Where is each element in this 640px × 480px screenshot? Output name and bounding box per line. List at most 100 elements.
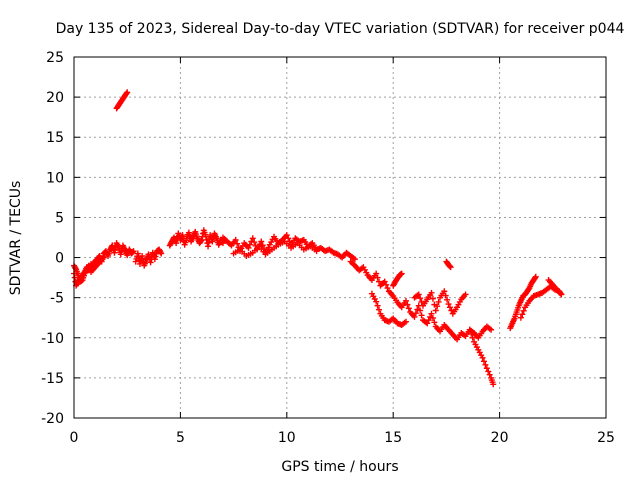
data-point-arc-l — [483, 365, 490, 372]
data-point-arc-l — [486, 371, 493, 378]
data-point-arc-j — [435, 298, 442, 305]
data-point-arc-l — [482, 361, 489, 368]
data-point-arc-c — [139, 252, 146, 259]
x-tick-label: 20 — [491, 430, 509, 446]
data-point-arc-g — [384, 285, 391, 292]
data-point-arc-m — [123, 90, 130, 97]
x-tick-label: 0 — [70, 430, 79, 446]
data-point-arc-l — [468, 330, 475, 337]
y-tick-label: -20 — [41, 411, 64, 427]
data-point-arc-e — [249, 235, 256, 242]
y-tick-label: 0 — [55, 251, 64, 267]
data-point-arc-k — [446, 263, 453, 270]
data-point-arc-g — [429, 314, 436, 321]
data-point-arc-d — [205, 239, 212, 246]
data-point-arc-g — [402, 297, 409, 304]
data-point-arc-c — [134, 250, 141, 257]
chart-title: Day 135 of 2023, Sidereal Day-to-day VTE… — [56, 21, 625, 37]
data-point-arc-j — [444, 296, 451, 303]
data-point-arc-d — [197, 237, 204, 244]
data-point-arc-g — [428, 310, 435, 317]
data-point-arc-g — [417, 307, 424, 314]
data-point-arc-g — [424, 320, 431, 327]
data-point-arc-c — [158, 250, 165, 257]
data-point-arc-g — [374, 274, 381, 281]
data-point-arc-d — [173, 240, 180, 247]
data-point-arc-a — [130, 248, 137, 255]
data-point-arc-j — [442, 292, 449, 299]
data-point-arc-g — [427, 313, 434, 320]
data-point-arc-l — [485, 368, 492, 375]
x-tick-label: 5 — [176, 430, 185, 446]
data-point-arc-a — [117, 251, 124, 258]
data-point-arc-e — [258, 238, 265, 245]
data-point-arc-g — [414, 306, 421, 313]
data-point-arc-c — [147, 259, 154, 266]
y-tick-label: -15 — [41, 371, 64, 387]
x-tick-label: 15 — [384, 430, 402, 446]
data-point-arc-e — [245, 244, 252, 251]
data-point-arc-j — [415, 291, 422, 298]
y-axis-label: SDTVAR / TECUs — [8, 181, 24, 296]
data-point-arc-j — [434, 303, 441, 310]
data-point-arc-e — [251, 239, 258, 246]
data-point-arc-e — [285, 235, 292, 242]
data-point-arc-i — [398, 270, 405, 277]
y-tick-label: -5 — [50, 291, 64, 307]
data-point-arc-g — [412, 310, 419, 317]
y-tick-label: 10 — [46, 170, 64, 186]
plot-frame — [73, 56, 607, 419]
data-point-arc-a — [129, 248, 136, 255]
y-tick-label: -10 — [41, 331, 64, 347]
data-point-arc-g — [381, 278, 388, 285]
data-point-arc-j — [445, 301, 452, 308]
data-point-arc-d — [185, 229, 192, 236]
data-point-arc-e — [232, 236, 239, 243]
data-point-arc-n — [532, 273, 539, 280]
data-point-arc-j — [429, 295, 436, 302]
data-point-arc-d — [179, 232, 186, 239]
data-point-arc-m — [124, 89, 131, 96]
data-point-arc-e — [259, 242, 266, 249]
y-tick-label: 20 — [46, 90, 64, 106]
y-tick-label: 5 — [55, 210, 64, 226]
data-point-arc-d — [205, 243, 212, 250]
data-point-arc-e — [351, 256, 358, 263]
data-point-arc-g — [383, 281, 390, 288]
data-point-arc-g — [373, 270, 380, 277]
data-point-arc-g — [411, 313, 418, 320]
data-point-arc-b — [100, 254, 107, 261]
data-point-arc-o — [517, 314, 524, 321]
data-point-arc-l — [479, 354, 486, 361]
data-point-arc-l — [469, 334, 476, 341]
data-point-arc-j — [432, 307, 439, 314]
data-point-arc-g — [431, 319, 438, 326]
data-point-arc-l — [480, 358, 487, 365]
data-point-arc-o — [519, 311, 526, 318]
data-point-arc-d — [219, 240, 226, 247]
data-point-arc-f — [313, 248, 320, 255]
data-point-arc-g — [425, 317, 432, 324]
y-tick-label: 15 — [46, 130, 64, 146]
x-tick-label: 25 — [597, 430, 615, 446]
data-point-arc-j — [448, 307, 455, 314]
data-point-arc-j — [462, 291, 469, 298]
data-point-arc-h — [373, 298, 380, 305]
data-point-arc-j — [417, 295, 424, 302]
data-point-arc-j — [441, 288, 448, 295]
x-tick-label: 10 — [278, 430, 296, 446]
data-point-arc-h — [402, 318, 409, 325]
data-point-arc-h — [376, 306, 383, 313]
x-axis-label: GPS time / hours — [281, 459, 398, 475]
data-point-arc-g — [418, 312, 425, 319]
data-point-arc-o — [520, 307, 527, 314]
data-point-arc-a — [111, 249, 118, 256]
y-tick-label: 25 — [46, 50, 64, 66]
data-point-arc-j — [428, 289, 435, 296]
data-point-arc-n — [532, 274, 539, 281]
data-point-arc-g — [405, 305, 412, 312]
data-point-arc-e — [234, 240, 241, 247]
data-point-arc-e — [283, 232, 290, 239]
axes: 0 5 10 15 20 25 -20 -15 -10 -5 0 5 10 15 20 25 — [41, 50, 615, 446]
